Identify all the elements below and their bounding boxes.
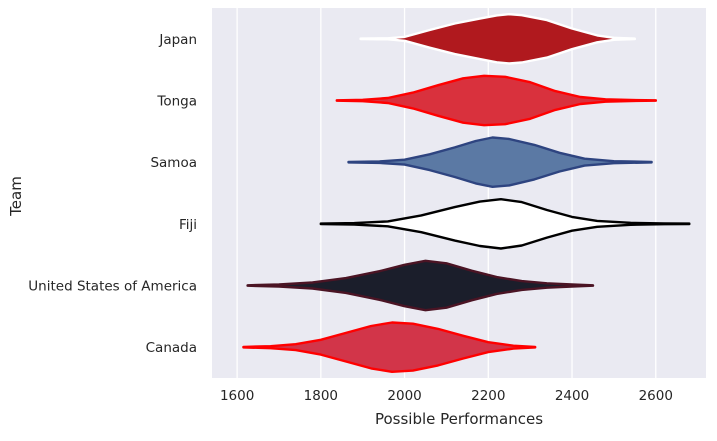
violin-fiji: [319, 198, 691, 250]
y-tick-label: Tonga: [156, 94, 197, 110]
violin-tonga: [335, 74, 657, 127]
violin-samoa: [347, 136, 653, 188]
y-tick-label: United States of America: [28, 279, 197, 295]
x-tick-label: 2600: [639, 388, 673, 404]
y-axis-label: Team: [7, 176, 25, 217]
y-tick-labels: Japan Tonga Samoa Fiji United States of Amer…: [28, 32, 197, 356]
violins: [242, 13, 691, 373]
y-tick-label: Samoa: [150, 155, 197, 171]
violin-canada: [242, 321, 537, 373]
x-tick-label: 2200: [471, 388, 505, 404]
x-axis-label: Possible Performances: [375, 410, 543, 428]
x-tick-label: 2400: [555, 388, 589, 404]
grid-lines: [236, 8, 657, 378]
x-tick-label: 1800: [304, 388, 338, 404]
y-tick-label: Japan: [158, 32, 197, 48]
y-tick-label: Fiji: [179, 217, 197, 233]
violin-united-states-of-america: [246, 259, 595, 312]
y-tick-label: Canada: [146, 340, 197, 356]
x-tick-label: 1600: [220, 388, 254, 404]
violin-japan: [359, 13, 636, 65]
x-tick-label: 2000: [387, 388, 421, 404]
plot-background: [212, 8, 706, 378]
x-tick-labels: 1600 1800 2000 2200 2400 2600: [220, 388, 673, 404]
